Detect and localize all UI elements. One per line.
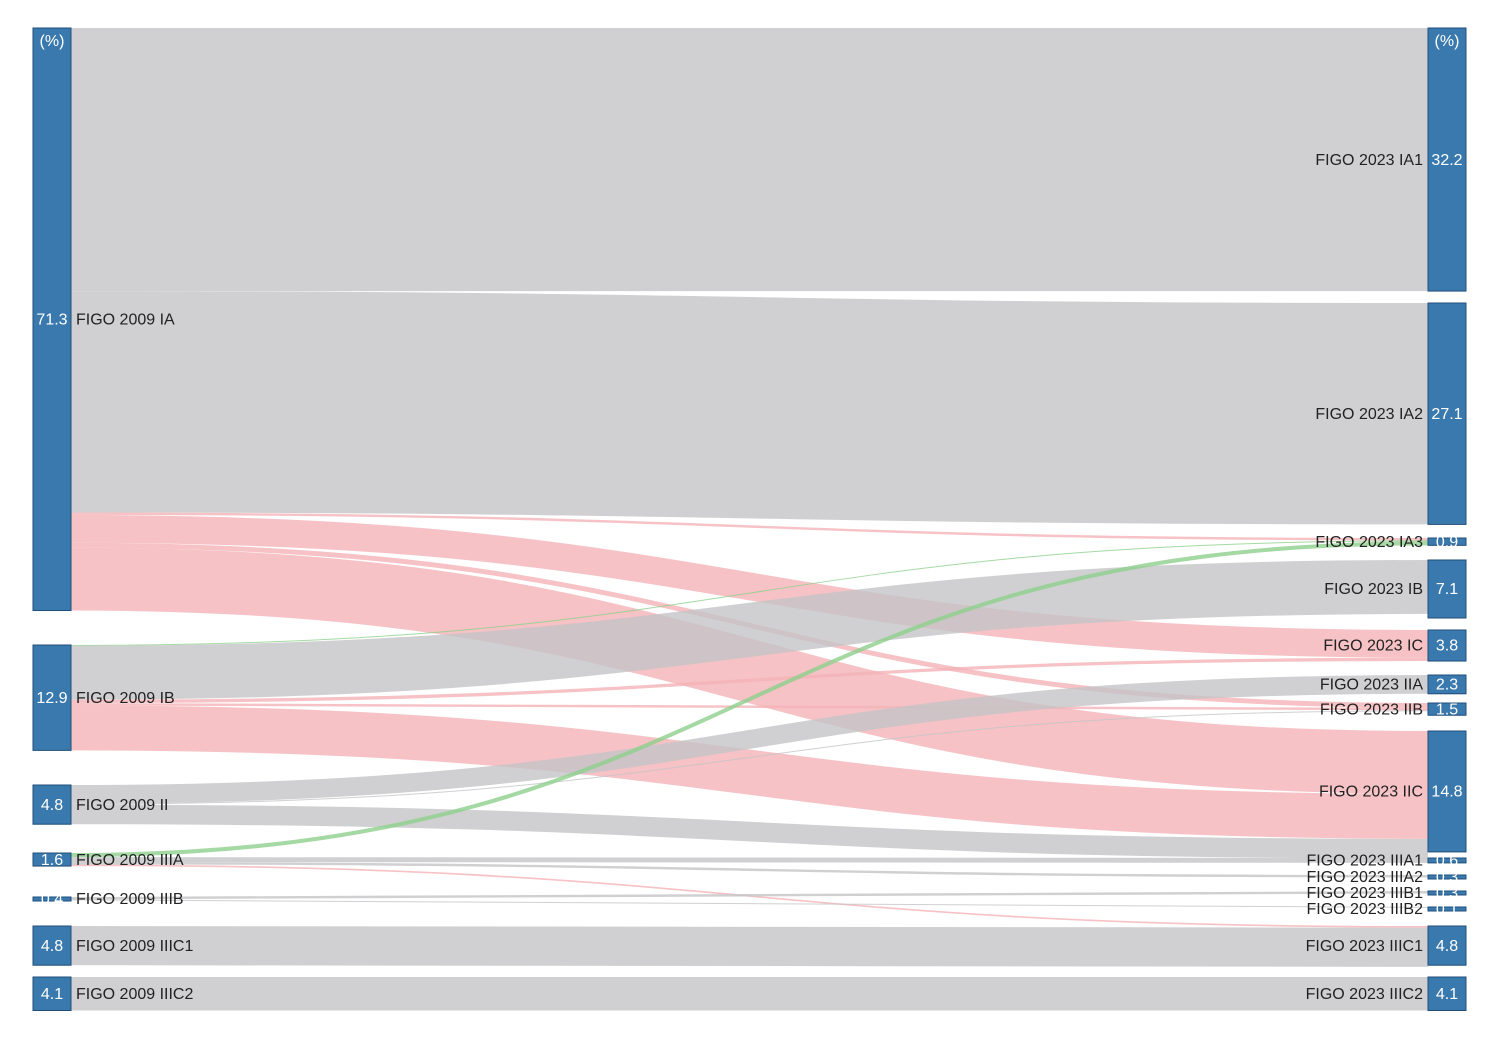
flow xyxy=(70,514,1429,658)
node xyxy=(1427,629,1467,662)
flow xyxy=(70,705,1429,839)
nodes: 71.3 FIGO 2009 IA 12.9 FIGO 2009 IB 4.8 FIGO … xyxy=(32,27,1467,1011)
node-label: FIGO 2023 IIA xyxy=(1320,677,1423,694)
node-value: 0.3 xyxy=(1436,885,1458,902)
node-label: FIGO 2023 IIIC2 xyxy=(1306,986,1423,1003)
flow xyxy=(70,857,1429,863)
node-label: FIGO 2023 IIIC1 xyxy=(1306,938,1423,955)
flow xyxy=(70,891,1429,900)
node-value: 27.1 xyxy=(1431,406,1462,423)
node-label: FIGO 2023 IIIA2 xyxy=(1307,869,1424,886)
node xyxy=(1427,976,1467,1011)
flow xyxy=(70,512,1429,541)
node-label: FIGO 2009 IIIC2 xyxy=(76,986,193,1003)
node xyxy=(1427,537,1467,546)
node-value: 2.3 xyxy=(1436,677,1458,694)
node-value: 0.3 xyxy=(1436,869,1458,886)
node-value: 32.2 xyxy=(1431,152,1462,169)
node xyxy=(1427,302,1467,525)
flow xyxy=(70,861,1429,878)
flow xyxy=(70,710,1429,805)
node xyxy=(1427,559,1467,619)
node-value: 7.1 xyxy=(1436,581,1458,598)
unit-label: (%) xyxy=(1435,33,1460,50)
node xyxy=(1427,702,1467,716)
node-label: FIGO 2023 IA1 xyxy=(1315,152,1423,169)
node xyxy=(32,852,72,867)
node-value: 12.9 xyxy=(36,690,67,707)
node xyxy=(32,644,72,751)
node-value: 0.1 xyxy=(1436,901,1458,918)
flow xyxy=(70,804,1429,859)
node-value: 3.8 xyxy=(1436,638,1458,655)
node-value: 1.6 xyxy=(41,852,63,869)
node-value: 4.1 xyxy=(1436,986,1458,1003)
flow xyxy=(70,899,1429,908)
flow xyxy=(70,703,1429,711)
node xyxy=(32,784,72,825)
node xyxy=(32,27,72,612)
flow xyxy=(70,291,1429,525)
node-label: FIGO 2023 IIIA1 xyxy=(1307,853,1424,870)
node-value: 0.4 xyxy=(41,891,63,908)
unit-label: (%) xyxy=(40,33,65,50)
node-value: 4.8 xyxy=(41,797,63,814)
node xyxy=(32,925,72,966)
node-label: FIGO 2023 IIIB1 xyxy=(1307,885,1424,902)
node-label: FIGO 2009 II xyxy=(76,797,168,814)
node-value: 4.8 xyxy=(41,938,63,955)
node-value: 14.8 xyxy=(1431,784,1462,801)
node-label: FIGO 2009 IA xyxy=(76,311,175,328)
node xyxy=(1427,730,1467,853)
flow xyxy=(70,675,1429,804)
node-label: FIGO 2023 IIIB2 xyxy=(1307,901,1424,918)
flow xyxy=(70,547,1429,794)
flow xyxy=(70,541,1429,858)
node xyxy=(32,976,72,1011)
node xyxy=(1427,874,1467,880)
node xyxy=(1427,674,1467,695)
links xyxy=(70,27,1429,1011)
node-value: 4.1 xyxy=(41,986,63,1003)
node-label: FIGO 2009 IIIC1 xyxy=(76,938,193,955)
flow xyxy=(70,926,1429,967)
node-label: FIGO 2023 IB xyxy=(1324,581,1423,598)
node-value: 4.8 xyxy=(1436,938,1458,955)
node xyxy=(1427,27,1467,292)
node xyxy=(1427,906,1467,912)
node-label: FIGO 2023 IA3 xyxy=(1315,534,1423,551)
node-label: FIGO 2023 IC xyxy=(1323,638,1423,655)
node-value: 71.3 xyxy=(36,311,67,328)
node-value: 1.5 xyxy=(1436,701,1458,718)
node xyxy=(1427,857,1467,864)
node xyxy=(1427,890,1467,896)
node-label: FIGO 2009 IIIB xyxy=(76,891,184,908)
node-label: FIGO 2023 IA2 xyxy=(1315,406,1423,423)
node xyxy=(1427,925,1467,966)
node-value: 0.6 xyxy=(1436,853,1458,870)
flow xyxy=(70,560,1429,700)
node-value: 0.9 xyxy=(1436,534,1458,551)
flow xyxy=(70,657,1429,704)
node-label: FIGO 2023 IIC xyxy=(1319,784,1423,801)
node-label: FIGO 2009 IIIA xyxy=(76,852,184,869)
node-label: FIGO 2009 IB xyxy=(76,690,175,707)
node xyxy=(32,896,72,902)
flow xyxy=(70,540,1429,646)
node-label: FIGO 2023 IIB xyxy=(1320,701,1423,718)
